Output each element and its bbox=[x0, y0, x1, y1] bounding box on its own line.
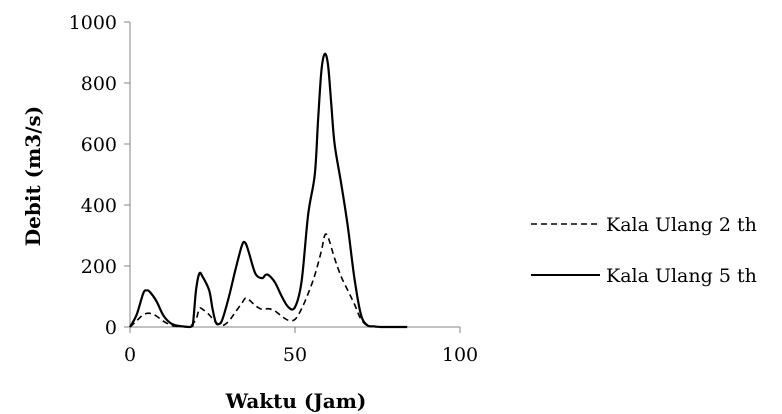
y-axis-title: Debit (m3/s) bbox=[21, 106, 45, 246]
y-tick-label: 200 bbox=[81, 256, 117, 278]
y-tick-label: 800 bbox=[81, 73, 117, 95]
tick-marks bbox=[124, 21, 461, 333]
x-tick-label: 50 bbox=[283, 344, 307, 366]
axes bbox=[129, 22, 460, 328]
series-line-kala-ulang-2-th bbox=[129, 233, 408, 328]
legend-item-2th: Kala Ulang 2 th bbox=[531, 214, 757, 236]
x-axis-title: Waktu (Jam) bbox=[225, 389, 367, 413]
legend-item-5th: Kala Ulang 5 th bbox=[531, 265, 757, 287]
y-tick-label: 600 bbox=[81, 134, 117, 156]
series-line-kala-ulang-5-th bbox=[129, 52, 408, 329]
y-tick-label: 0 bbox=[105, 317, 117, 339]
legend-label-kala-ulang-5-th: Kala Ulang 5 th bbox=[606, 265, 757, 287]
series-layer bbox=[129, 52, 408, 329]
y-tick-label: 400 bbox=[81, 195, 117, 217]
legend-label-kala-ulang-2-th: Kala Ulang 2 th bbox=[606, 214, 757, 236]
x-tick-label: 100 bbox=[442, 344, 478, 366]
legend: Kala Ulang 2 th Kala Ulang 5 th bbox=[531, 214, 757, 287]
tick-labels: 0 200 400 600 800 1000 0 50 100 bbox=[69, 12, 478, 366]
x-tick-label: 0 bbox=[124, 344, 136, 366]
y-tick-label: 1000 bbox=[69, 12, 117, 34]
